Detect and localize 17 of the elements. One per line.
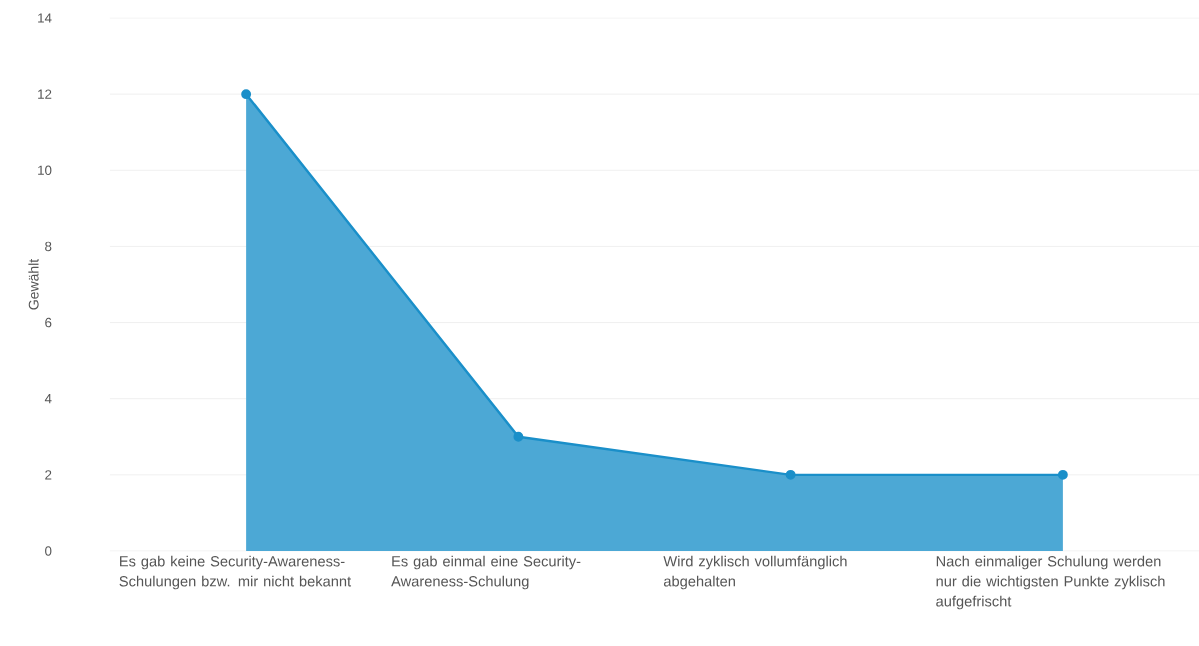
- y-tick-label: 14: [38, 13, 52, 23]
- y-tick-label: 6: [45, 317, 52, 328]
- y-tick-label: 0: [45, 546, 52, 556]
- y-tick-label: 2: [45, 470, 52, 480]
- point: [513, 431, 524, 442]
- y-axis-title: Gewählt: [28, 258, 39, 310]
- y-tick-label: 12: [38, 89, 52, 99]
- x-tick-label: Es gab einmal eine Security-Awareness-Schulung: [391, 555, 581, 590]
- point: [241, 89, 252, 100]
- y-tick-label: 4: [44, 394, 52, 404]
- point: [785, 469, 796, 480]
- y-tick-label: 10: [38, 165, 52, 175]
- y-tick-label: 8: [45, 241, 52, 252]
- x-tick-label: Nach einmaliger Schulung werden nur die wichtigsten Punkte zyklisch aufgefrischt: [936, 555, 1165, 610]
- point: [1057, 469, 1068, 480]
- x-tick-label: Es gab keine Security-Awareness-Schulungen bzw. mir nicht bekannt: [119, 555, 352, 590]
- x-tick-label: Wird zyklisch vollumfänglich abgehalten: [663, 555, 847, 590]
